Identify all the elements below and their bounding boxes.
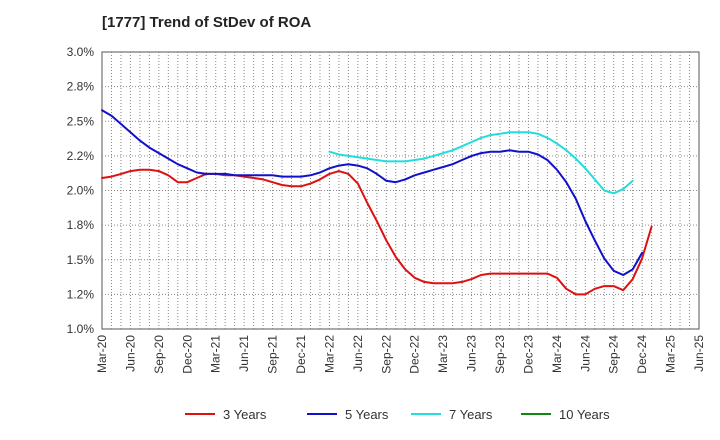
x-tick-label: Dec-21 xyxy=(294,335,308,374)
y-tick-label: 2.2% xyxy=(67,149,95,163)
x-tick-label: Dec-22 xyxy=(408,335,422,374)
y-axis-ticks: 1.0% 1.2% 1.5% 1.8% 2.0% 2.2% 2.5% 2.8% 3.0% xyxy=(67,45,95,336)
x-tick-label: Mar-24 xyxy=(550,335,564,373)
x-tick-label: Jun-23 xyxy=(465,335,479,372)
y-tick-label: 1.2% xyxy=(67,287,95,301)
y-tick-label: 1.8% xyxy=(67,218,95,232)
gridlines xyxy=(102,52,699,329)
x-tick-label: Jun-24 xyxy=(578,335,592,372)
x-tick-label: Mar-25 xyxy=(664,335,678,373)
x-tick-label: Mar-21 xyxy=(209,335,223,373)
legend[interactable]: 3 Years 5 Years 7 Years 10 Years xyxy=(185,407,610,422)
y-tick-label: 2.0% xyxy=(67,184,95,198)
x-tick-label: Mar-23 xyxy=(436,335,450,373)
y-tick-label: 2.8% xyxy=(67,80,95,94)
x-tick-label: Jun-22 xyxy=(351,335,365,372)
legend-label-2: 5 Years xyxy=(345,407,389,422)
x-tick-label: Mar-22 xyxy=(322,335,336,373)
series-line-1 xyxy=(101,168,653,296)
x-tick-label: Jun-20 xyxy=(123,335,137,372)
x-tick-label: Dec-24 xyxy=(635,335,649,374)
legend-label-3: 7 Years xyxy=(449,407,493,422)
x-tick-label: Sep-21 xyxy=(266,335,280,374)
x-axis-ticks: Mar-20 Jun-20 Sep-20 Dec-20 Mar-21 Jun-21 Sep-… xyxy=(95,335,706,374)
x-tick-label: Jun-21 xyxy=(237,335,251,372)
y-tick-label: 2.5% xyxy=(67,114,95,128)
series-line-2 xyxy=(101,109,644,276)
y-tick-label: 1.0% xyxy=(67,322,95,336)
x-tick-label: Dec-20 xyxy=(180,335,194,374)
x-tick-label: Sep-20 xyxy=(152,335,166,374)
y-tick-label: 1.5% xyxy=(67,253,95,267)
y-tick-label: 3.0% xyxy=(67,45,95,59)
x-tick-label: Sep-23 xyxy=(493,335,507,374)
x-tick-label: Sep-22 xyxy=(379,335,393,374)
x-tick-label: Jun-25 xyxy=(692,335,706,372)
x-tick-label: Dec-23 xyxy=(521,335,535,374)
series-lines xyxy=(101,109,653,296)
x-tick-label: Mar-20 xyxy=(95,335,109,373)
chart-title: [1777] Trend of StDev of ROA xyxy=(102,14,312,31)
legend-label-4: 10 Years xyxy=(559,407,610,422)
legend-label-1: 3 Years xyxy=(223,407,267,422)
x-tick-label: Sep-24 xyxy=(607,335,621,374)
series-line-3 xyxy=(328,131,634,195)
